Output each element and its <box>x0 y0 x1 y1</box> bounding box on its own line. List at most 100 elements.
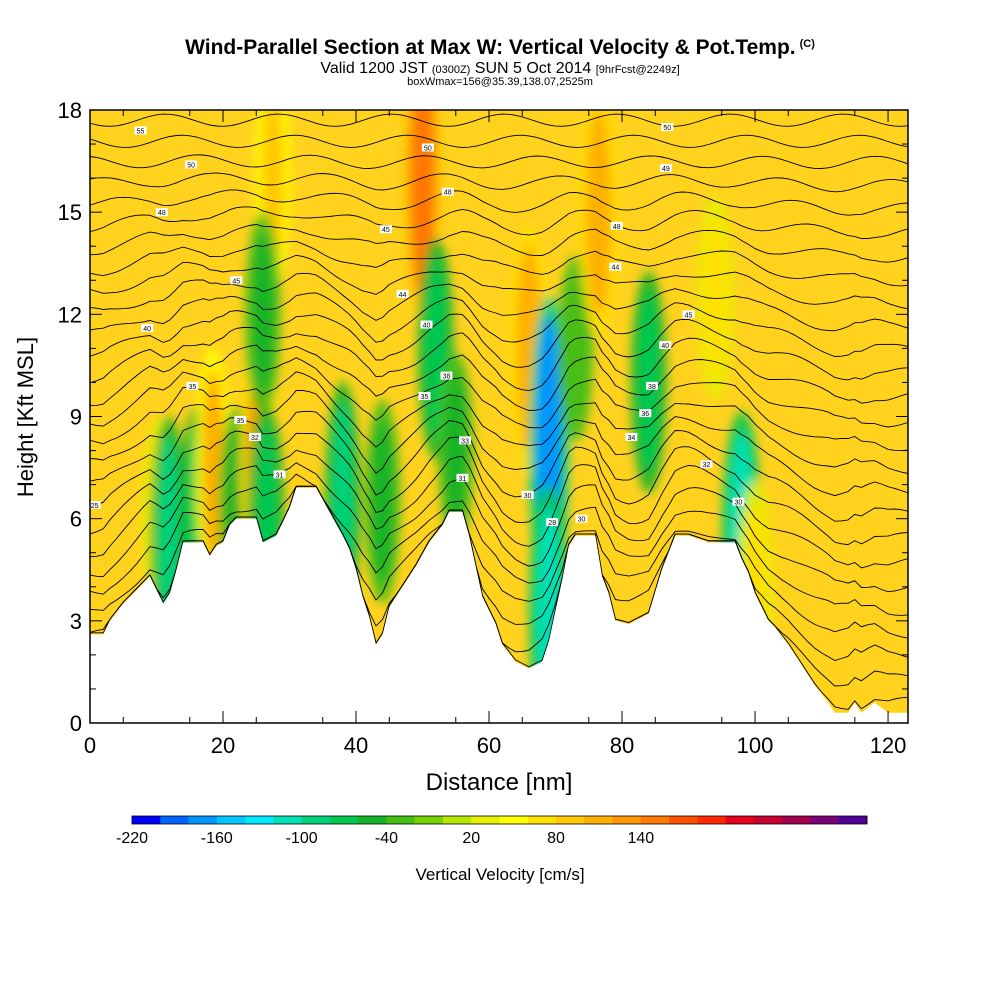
velocity-core <box>704 215 727 380</box>
theta-label: 45 <box>682 310 695 319</box>
theta-label: 38 <box>440 371 453 381</box>
theta-label: 33 <box>459 436 472 445</box>
theta-contour <box>90 357 908 452</box>
theta-label: 45 <box>230 276 243 285</box>
svg-text:45: 45 <box>232 278 240 285</box>
x-tick-label: 20 <box>211 733 235 758</box>
theta-contour <box>90 240 908 287</box>
colorbar-tick-label: 80 <box>547 830 565 847</box>
colorbar-tick-label: 140 <box>627 830 654 847</box>
theta-contour <box>90 485 908 661</box>
theta-contour <box>90 390 908 497</box>
colorbar-tick-label: -220 <box>116 830 148 847</box>
theta-labels: 25 55 50 48 45 40 35 35 32 31 45 44 50 48 40 38 35 33 31 30… <box>90 123 745 527</box>
svg-text:30: 30 <box>578 517 586 524</box>
x-tick-label: 40 <box>344 733 368 758</box>
chart-subtitle-box-wmax: boxWmax=156@35.39,138.07,2525m <box>407 76 593 88</box>
theta-contour <box>90 430 908 546</box>
colorbar-swatch <box>782 816 811 824</box>
colorbar-swatch <box>414 816 444 824</box>
terrain-mask <box>90 488 908 723</box>
theta-label: 50 <box>421 143 434 152</box>
theta-label: 30 <box>732 497 745 507</box>
theta-label: 35 <box>234 415 247 425</box>
svg-text:31: 31 <box>459 476 467 483</box>
theta-contour <box>90 189 908 216</box>
theta-label: 38 <box>645 381 658 391</box>
theta-contour <box>90 72 908 84</box>
svg-text:45: 45 <box>685 312 693 319</box>
svg-text:50: 50 <box>663 125 671 132</box>
colorbar-swatch <box>612 816 642 824</box>
colorbar-tick-label: -160 <box>201 830 233 847</box>
theta-label: 45 <box>379 225 392 234</box>
svg-text:36: 36 <box>641 411 649 418</box>
velocity-core <box>585 110 612 317</box>
colorbar-swatch <box>527 816 557 824</box>
theta-label: 35 <box>186 381 199 391</box>
svg-text:50: 50 <box>187 162 195 169</box>
theta-label: 40 <box>420 320 433 330</box>
theta-contour <box>90 206 908 239</box>
x-tick-label: 100 <box>737 733 774 758</box>
chart-subtitle: Valid 1200 JST (0300Z) SUN 5 Oct 2014 [9… <box>320 60 680 77</box>
theta-contour <box>90 344 908 428</box>
theta-contour <box>90 462 908 593</box>
theta-label: 31 <box>456 473 469 483</box>
svg-text:40: 40 <box>143 326 151 333</box>
colorbar-swatch <box>838 816 868 824</box>
svg-text:49: 49 <box>662 166 670 173</box>
colorbar-swatch <box>245 816 274 824</box>
theta-contour <box>90 134 908 148</box>
colorbar-swatch <box>358 816 387 824</box>
theta-contour <box>90 485 908 687</box>
y-tick-label: 15 <box>58 200 82 225</box>
colorbar-swatch <box>810 816 840 824</box>
theta-contour <box>90 371 908 474</box>
svg-text:33: 33 <box>461 438 469 445</box>
theta-contour <box>90 223 908 263</box>
y-tick-label: 3 <box>70 609 82 634</box>
theta-contour <box>90 172 908 193</box>
theta-label: 30 <box>521 490 534 500</box>
svg-text:44: 44 <box>399 292 407 299</box>
theta-label: 30 <box>575 514 588 524</box>
colorbar-swatch <box>669 816 698 824</box>
svg-text:30: 30 <box>735 500 743 507</box>
theta-contour <box>90 410 908 522</box>
plot-area: 25 55 50 48 45 40 35 35 32 31 45 44 50 48 40 38 35 33 31 30… <box>89 72 909 724</box>
colorbar-swatch <box>584 816 614 824</box>
y-tick-label: 0 <box>70 711 82 736</box>
velocity-core <box>371 419 394 584</box>
y-tick-label: 12 <box>58 302 82 327</box>
colorbar-swatch <box>160 816 190 824</box>
svg-text:28: 28 <box>548 520 556 527</box>
svg-text:38: 38 <box>648 384 656 391</box>
colorbar-swatch <box>386 816 416 824</box>
theta-label: 34 <box>625 432 638 442</box>
theta-contour <box>90 272 908 332</box>
svg-text:40: 40 <box>661 343 669 350</box>
theta-contour <box>90 154 908 169</box>
theta-label: 40 <box>659 340 672 350</box>
svg-text:40: 40 <box>423 323 431 330</box>
svg-text:35: 35 <box>421 394 429 401</box>
velocity-core <box>444 373 467 529</box>
theta-contour <box>90 310 908 381</box>
theta-label: 32 <box>700 460 713 469</box>
x-axis-label: Distance [nm] <box>426 769 573 796</box>
svg-text:35: 35 <box>236 418 244 425</box>
theta-label: 44 <box>609 262 622 272</box>
svg-text:30: 30 <box>524 493 532 500</box>
x-tick-label: 0 <box>84 733 96 758</box>
theta-label: 35 <box>418 392 431 401</box>
velocity-core <box>564 275 587 422</box>
svg-text:48: 48 <box>158 210 166 217</box>
theta-contour <box>90 326 908 404</box>
colorbar-swatch <box>188 816 218 824</box>
colorbar-tick-label: -100 <box>286 830 318 847</box>
chart-title: Wind-Parallel Section at Max W: Vertical… <box>185 36 815 59</box>
theta-label: 36 <box>639 409 652 418</box>
svg-text:48: 48 <box>613 224 621 231</box>
